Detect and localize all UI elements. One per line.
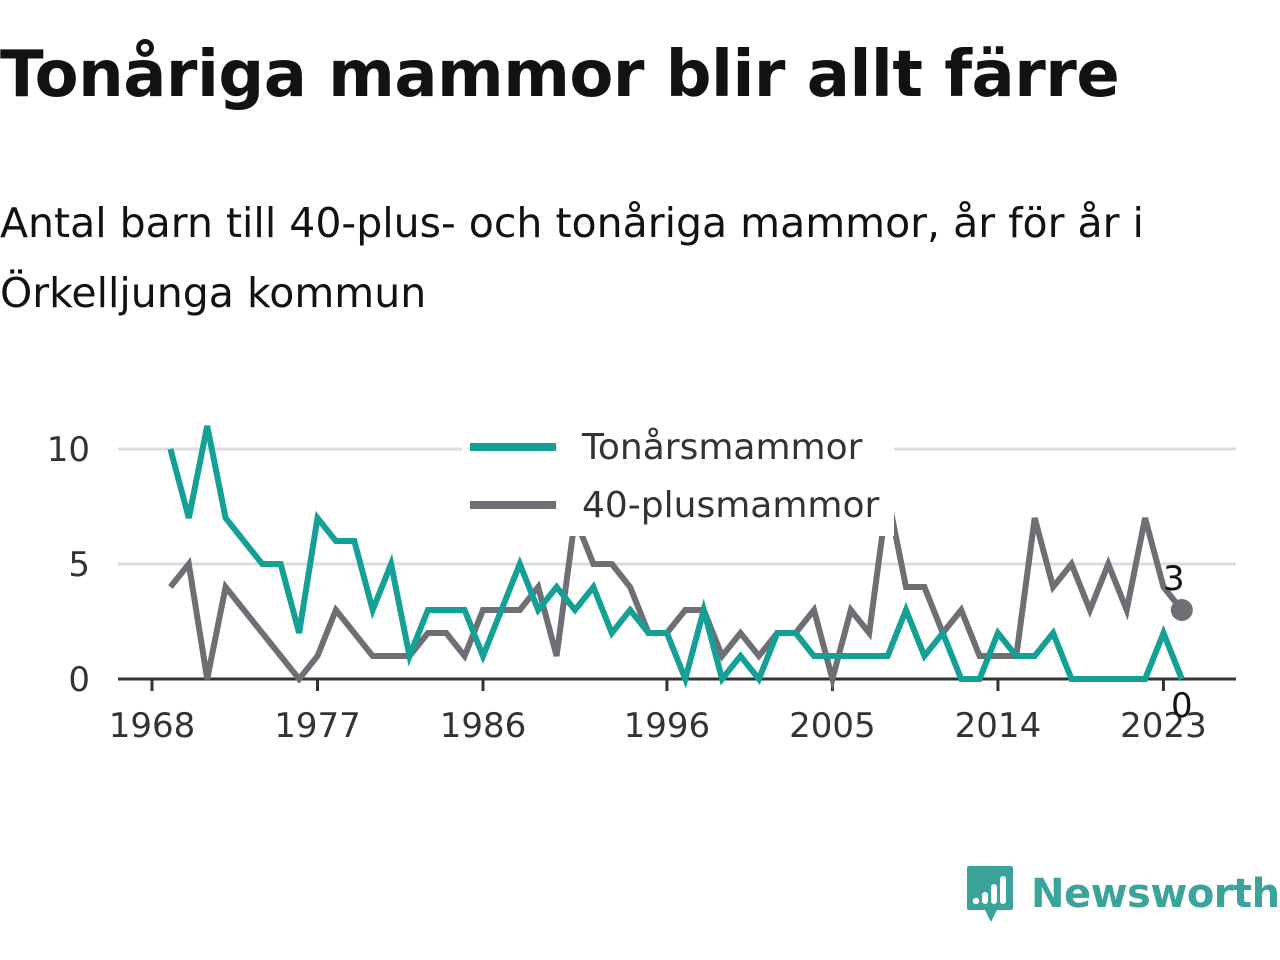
chart-subtitle: Antal barn till 40-plus- och tonåriga ma… xyxy=(0,199,1144,317)
end-label-40-plusmammor: 3 xyxy=(1163,559,1185,599)
legend: Tonårsmammor 40-plusmammor xyxy=(462,418,894,536)
end-labels: 30 xyxy=(1163,559,1193,726)
newsworthy-icon xyxy=(967,866,1013,922)
x-tick-label: 2023 xyxy=(1120,706,1207,746)
end-label-tonarsmammor: 0 xyxy=(1171,686,1193,726)
x-tick-label: 2005 xyxy=(789,706,876,746)
newsworthy-logo: Newsworthy xyxy=(965,864,1280,924)
y-tick-label: 10 xyxy=(47,430,90,470)
x-tick-label: 2014 xyxy=(955,706,1042,746)
x-tick-label: 1996 xyxy=(624,706,711,746)
x-tick-label: 1977 xyxy=(274,706,361,746)
axis-layer: 0 5 10 1968 1977 1986 1996 2005 2014 2023 xyxy=(47,430,1236,746)
chart-title: Tonåriga mammor blir allt färre xyxy=(0,38,1120,112)
legend-background xyxy=(462,418,894,536)
legend-label: 40-plusmammor xyxy=(582,485,880,526)
x-tick-label: 1986 xyxy=(440,706,527,746)
x-tick-label: 1968 xyxy=(109,706,196,746)
line-layer xyxy=(167,425,1185,691)
brand-name: Newsworthy xyxy=(1031,871,1280,917)
y-tick-label: 5 xyxy=(68,545,90,585)
legend-label: Tonårsmammor xyxy=(581,427,863,468)
series-line-tonarsmammor xyxy=(167,425,1185,689)
end-marker-40-plusmammor xyxy=(1170,599,1193,621)
y-tick-label: 0 xyxy=(68,660,90,700)
